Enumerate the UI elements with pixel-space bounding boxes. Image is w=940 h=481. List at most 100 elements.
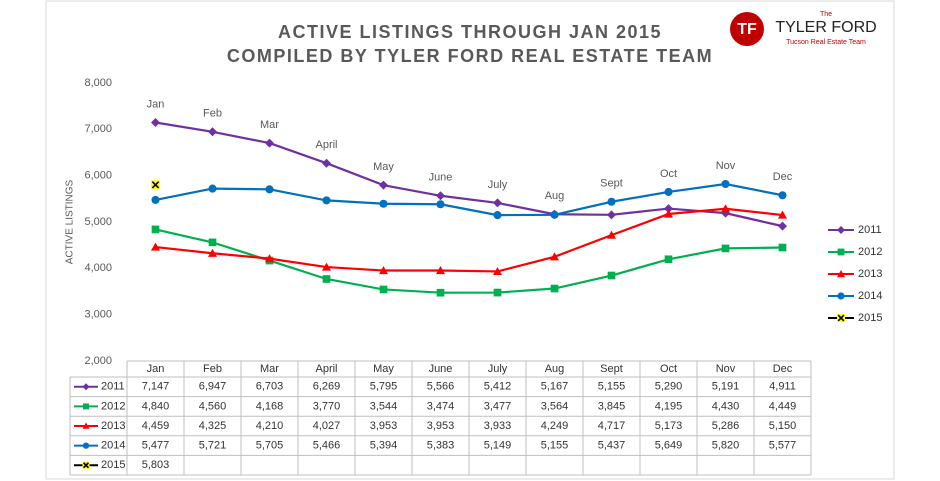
legend-label: 2011 [858, 224, 882, 236]
logo-tagline: Tucson Real Estate Team [786, 39, 866, 46]
series-line [155, 207, 783, 273]
y-tick-label: 7,000 [84, 123, 112, 135]
legend-label: 2012 [858, 246, 882, 258]
table-value: 7,147 [142, 381, 170, 393]
legend-marker [837, 248, 845, 256]
data-point [778, 191, 787, 200]
table-value: 5,466 [313, 440, 341, 452]
y-tick-label: 3,000 [84, 309, 112, 321]
y-tick-label: 2,000 [84, 355, 112, 367]
data-point [436, 288, 445, 297]
data-point [322, 158, 331, 168]
data-point [208, 184, 217, 193]
table-series-name: 2013 [101, 420, 125, 432]
data-point [379, 285, 388, 294]
data-point [721, 204, 730, 213]
data-point [265, 185, 274, 194]
table-value: 5,477 [142, 440, 170, 452]
table-value: 5,437 [598, 440, 626, 452]
data-point [493, 211, 502, 220]
data-point [664, 204, 673, 214]
x-tick-label: Mar [260, 363, 279, 375]
table-value: 4,560 [199, 400, 227, 412]
point-annotation: Feb [203, 108, 222, 120]
table-value: 5,577 [769, 440, 797, 452]
data-point [151, 242, 160, 251]
x-tick-label: Aug [545, 363, 565, 375]
y-tick-label: 6,000 [84, 170, 112, 182]
data-point [778, 221, 787, 231]
marker-x [837, 314, 845, 322]
data-point [208, 248, 217, 257]
point-annotation: May [373, 161, 394, 173]
data-point [151, 225, 160, 234]
data-point [607, 230, 616, 239]
point-annotation: Aug [545, 190, 565, 202]
table-value: 4,249 [541, 420, 569, 432]
x-tick-label: Nov [716, 363, 736, 375]
table-series-name: 2015 [101, 459, 125, 471]
y-tick-label: 5,000 [84, 216, 112, 228]
point-annotation: Nov [716, 160, 736, 172]
data-point [493, 198, 502, 208]
table-value: 6,947 [199, 381, 227, 393]
data-point [721, 179, 730, 189]
legend-label: 2013 [858, 268, 882, 280]
table-value: 4,449 [769, 400, 797, 412]
table-value: 3,770 [313, 400, 341, 412]
y-axis-label: ACTIVE LISTINGS [65, 179, 76, 264]
marker-x [151, 181, 160, 189]
data-point [607, 210, 616, 220]
x-tick-label: May [373, 363, 394, 375]
legend-marker [837, 314, 845, 322]
table-key-marker [82, 461, 90, 469]
data-point [379, 180, 388, 190]
data-point [664, 255, 673, 264]
table-value: 5,795 [370, 381, 398, 393]
data-point [151, 180, 160, 190]
data-point [436, 266, 445, 275]
table-value: 3,544 [370, 400, 398, 412]
table-key-marker [82, 442, 90, 449]
table-value: 3,477 [484, 400, 512, 412]
y-tick-label: 8,000 [84, 77, 112, 89]
x-tick-label: Jan [147, 363, 165, 375]
legend-label: 2015 [858, 312, 882, 324]
data-point [208, 127, 217, 137]
table-value: 5,173 [655, 420, 683, 432]
data-point [379, 266, 388, 275]
data-point [778, 243, 787, 252]
table-value: 5,290 [655, 381, 683, 393]
logo-badge [730, 12, 764, 46]
table-value: 5,566 [427, 381, 455, 393]
data-point [436, 200, 445, 209]
table-key-marker [83, 403, 89, 410]
table-value: 3,474 [427, 400, 455, 412]
table-value: 5,649 [655, 440, 683, 452]
table-value: 3,564 [541, 400, 569, 412]
table-value: 4,210 [256, 420, 284, 432]
series-line [155, 121, 783, 228]
table-value: 3,953 [427, 420, 455, 432]
x-tick-label: Oct [660, 363, 677, 375]
data-point [778, 210, 787, 219]
point-annotation: Sept [600, 178, 623, 190]
point-annotation: Mar [260, 119, 279, 131]
point-annotation: July [488, 179, 508, 191]
x-tick-label: July [488, 363, 508, 375]
table-value: 5,149 [484, 440, 512, 452]
x-tick-label: Dec [773, 363, 793, 375]
table-value: 4,430 [712, 400, 740, 412]
data-point [322, 196, 331, 205]
table-value: 5,394 [370, 440, 398, 452]
series-line [155, 182, 783, 217]
table-value: 4,027 [313, 420, 341, 432]
table-value: 4,717 [598, 420, 626, 432]
logo-the: The [820, 11, 832, 18]
table-value: 5,820 [712, 440, 740, 452]
table-key-marker [82, 422, 90, 429]
table-value: 5,721 [199, 440, 227, 452]
x-tick-label: Feb [203, 363, 222, 375]
marker-x [82, 462, 90, 469]
data-point [322, 262, 331, 271]
